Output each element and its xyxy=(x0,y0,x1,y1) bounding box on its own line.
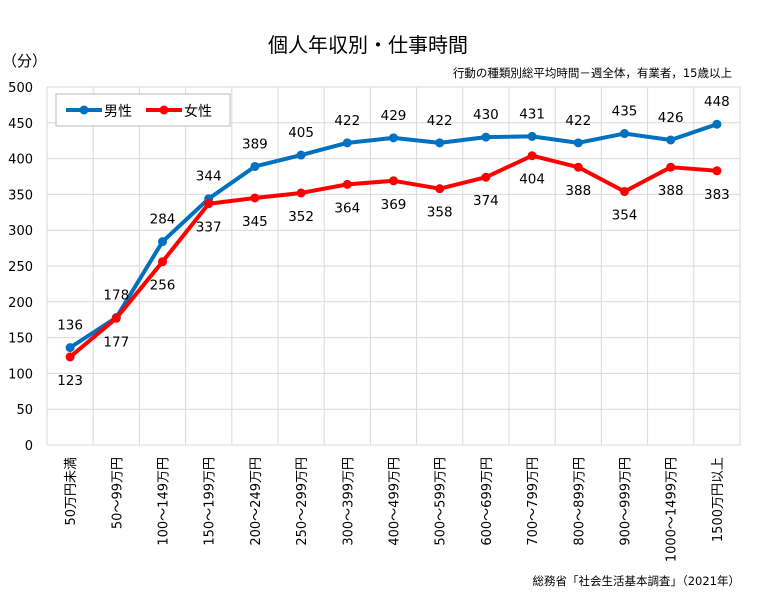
data-label: 431 xyxy=(519,106,545,122)
data-point xyxy=(573,162,583,172)
legend-marker-male xyxy=(79,105,89,115)
y-tick-label: 0 xyxy=(25,439,33,454)
data-label: 422 xyxy=(427,113,453,129)
x-tick-label: 600～699万円 xyxy=(480,457,495,546)
legend-marker-female xyxy=(159,105,169,115)
data-label: 389 xyxy=(242,136,268,152)
data-point xyxy=(666,135,676,145)
data-label: 123 xyxy=(57,373,83,389)
data-point xyxy=(620,129,629,139)
data-label: 284 xyxy=(150,212,176,228)
y-tick-label: 500 xyxy=(8,81,33,96)
data-point xyxy=(435,184,445,194)
x-tick-label: 150～199万円 xyxy=(203,457,218,546)
y-tick-label: 150 xyxy=(8,332,33,347)
data-point xyxy=(389,176,398,186)
y-tick-label: 100 xyxy=(8,367,33,382)
data-point xyxy=(296,150,306,160)
y-tick-label: 400 xyxy=(8,153,33,168)
data-label: 374 xyxy=(473,193,499,209)
data-point xyxy=(65,352,75,362)
data-point xyxy=(158,257,167,267)
data-label: 358 xyxy=(427,205,453,221)
data-point xyxy=(527,131,537,141)
x-tick-label: 200～249万円 xyxy=(249,457,264,546)
x-tick-label: 250～299万円 xyxy=(295,457,310,546)
chart-title: 個人年収別・仕事時間 xyxy=(268,33,468,57)
data-label: 429 xyxy=(381,108,407,124)
data-label: 388 xyxy=(658,183,684,199)
data-point xyxy=(342,179,352,189)
data-point xyxy=(620,187,629,197)
y-tick-label: 200 xyxy=(8,296,33,311)
data-point xyxy=(712,166,722,176)
x-tick-label: 500～599万円 xyxy=(434,457,449,546)
data-label: 422 xyxy=(334,113,360,129)
data-point xyxy=(250,161,260,171)
y-tick-label: 50 xyxy=(16,403,33,418)
data-label: 344 xyxy=(196,169,222,185)
source-note: 総務省「社会生活基本調査」（2021年） xyxy=(532,574,740,588)
data-label: 345 xyxy=(242,214,268,230)
data-point xyxy=(666,162,676,172)
data-label: 383 xyxy=(704,187,730,203)
data-point xyxy=(435,138,445,148)
data-label: 177 xyxy=(103,334,129,350)
data-label: 405 xyxy=(288,125,314,141)
data-label: 430 xyxy=(473,107,499,123)
legend: 男性 女性 xyxy=(55,93,231,127)
y-axis-label: （分） xyxy=(2,52,47,70)
legend-label-female: 女性 xyxy=(184,103,212,120)
x-tick-label: 50万円未満 xyxy=(64,457,79,526)
x-tick-label: 1500万円以上 xyxy=(711,457,726,542)
data-point xyxy=(389,133,398,143)
data-label: 422 xyxy=(565,113,591,129)
series-line-female xyxy=(68,153,718,359)
data-point xyxy=(65,343,75,353)
data-point xyxy=(250,193,260,203)
x-tick-label: 800～899万円 xyxy=(572,457,587,546)
y-tick-label: 350 xyxy=(8,188,33,203)
data-label: 426 xyxy=(658,110,684,126)
x-tick-label: 1000～1499万円 xyxy=(665,457,680,562)
data-point xyxy=(204,199,214,209)
y-tick-label: 450 xyxy=(8,117,33,132)
data-label: 337 xyxy=(196,220,222,236)
data-label: 388 xyxy=(565,183,591,199)
x-tick-label: 50～99万円 xyxy=(110,457,125,529)
data-label: 369 xyxy=(381,197,407,213)
data-point xyxy=(481,172,491,182)
x-tick-label: 100～149万円 xyxy=(157,457,172,546)
y-tick-label: 300 xyxy=(8,224,33,239)
data-label: 364 xyxy=(334,200,360,216)
data-label: 136 xyxy=(57,318,83,334)
data-point xyxy=(527,151,537,161)
series-line-male xyxy=(69,122,718,350)
x-tick-label: 300～399万円 xyxy=(341,457,356,546)
x-tick-label: 900～999万円 xyxy=(619,457,634,546)
x-tick-label: 700～799万円 xyxy=(526,457,541,546)
data-point xyxy=(712,119,722,129)
data-label: 404 xyxy=(519,172,545,188)
chart-subtitle: 行動の種類別総平均時間－週全体，有業者，15歳以上 xyxy=(453,66,732,80)
data-point xyxy=(481,132,491,142)
y-tick-label: 250 xyxy=(8,260,33,275)
data-point xyxy=(573,138,583,148)
x-tick-label: 400～499万円 xyxy=(388,457,403,546)
data-label: 256 xyxy=(150,278,176,294)
data-point xyxy=(158,237,167,247)
data-label: 178 xyxy=(103,288,129,304)
data-point xyxy=(111,313,121,323)
data-point xyxy=(296,188,306,198)
data-label: 352 xyxy=(288,209,314,225)
data-label: 448 xyxy=(704,94,730,110)
data-point xyxy=(342,138,352,148)
data-label: 354 xyxy=(612,208,638,224)
legend-label-male: 男性 xyxy=(104,104,132,120)
data-label: 435 xyxy=(612,104,638,120)
